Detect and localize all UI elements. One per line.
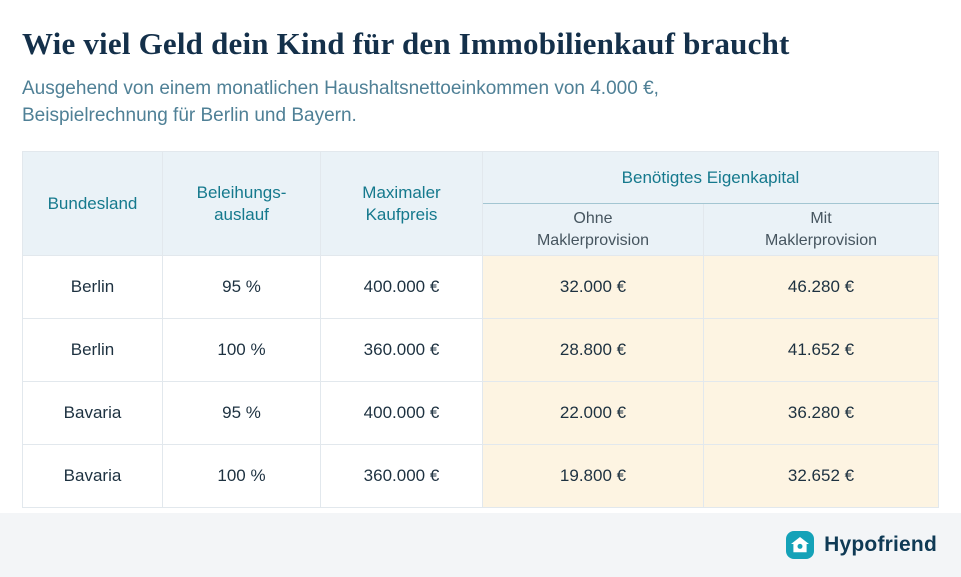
content-area: Wie viel Geld dein Kind für den Immobili… [22, 26, 939, 508]
hypofriend-house-icon [785, 530, 815, 560]
cell-kaufpreis: 400.000 € [320, 381, 483, 445]
table-header: Bundesland Beleihungs- auslauf Maximaler… [22, 151, 939, 256]
cell-eigenkapital-ohne: 28.800 € [482, 318, 704, 382]
cell-beleihungsauslauf: 100 % [162, 318, 321, 382]
header-maximaler-kaufpreis: Maximaler Kaufpreis [320, 151, 483, 256]
header-beleihungsauslauf: Beleihungs- auslauf [162, 151, 321, 256]
cell-bundesland: Berlin [22, 255, 163, 319]
comparison-table: Bundesland Beleihungs- auslauf Maximaler… [22, 151, 939, 508]
table-body: Berlin 95 % 400.000 € 32.000 € 46.280 € … [22, 255, 939, 508]
brand-name: Hypofriend [824, 533, 937, 556]
cell-bundesland: Bavaria [22, 444, 163, 508]
header-ohne-maklerprovision: Ohne Maklerprovision [482, 203, 704, 256]
table-row: Berlin 100 % 360.000 € 28.800 € 41.652 € [22, 318, 939, 382]
cell-eigenkapital-ohne: 32.000 € [482, 255, 704, 319]
footer-bar: Hypofriend [0, 513, 961, 577]
cell-beleihungsauslauf: 95 % [162, 255, 321, 319]
cell-eigenkapital-mit: 46.280 € [703, 255, 939, 319]
cell-bundesland: Bavaria [22, 381, 163, 445]
cell-eigenkapital-ohne: 19.800 € [482, 444, 704, 508]
header-bundesland: Bundesland [22, 151, 163, 256]
header-row-main: Bundesland Beleihungs- auslauf Maximaler… [22, 151, 939, 256]
hypofriend-logo[interactable]: Hypofriend [785, 530, 937, 560]
cell-kaufpreis: 400.000 € [320, 255, 483, 319]
cell-beleihungsauslauf: 95 % [162, 381, 321, 445]
page-subtitle: Ausgehend von einem monatlichen Haushalt… [22, 78, 659, 126]
table-row: Bavaria 100 % 360.000 € 19.800 € 32.652 … [22, 444, 939, 508]
header-row-sub: Ohne Maklerprovision Mit Maklerprovision [23, 203, 939, 256]
header-benoetigtes-eigenkapital: Benötigtes Eigenkapital [482, 151, 939, 204]
cell-bundesland: Berlin [22, 318, 163, 382]
cell-beleihungsauslauf: 100 % [162, 444, 321, 508]
cell-eigenkapital-mit: 41.652 € [703, 318, 939, 382]
table-row: Berlin 95 % 400.000 € 32.000 € 46.280 € [22, 255, 939, 319]
page-title: Wie viel Geld dein Kind für den Immobili… [22, 26, 790, 61]
cell-eigenkapital-ohne: 22.000 € [482, 381, 704, 445]
cell-eigenkapital-mit: 32.652 € [703, 444, 939, 508]
cell-kaufpreis: 360.000 € [320, 318, 483, 382]
header-mit-maklerprovision: Mit Maklerprovision [703, 203, 939, 256]
table-row: Bavaria 95 % 400.000 € 22.000 € 36.280 € [22, 381, 939, 445]
cell-eigenkapital-mit: 36.280 € [703, 381, 939, 445]
cell-kaufpreis: 360.000 € [320, 444, 483, 508]
